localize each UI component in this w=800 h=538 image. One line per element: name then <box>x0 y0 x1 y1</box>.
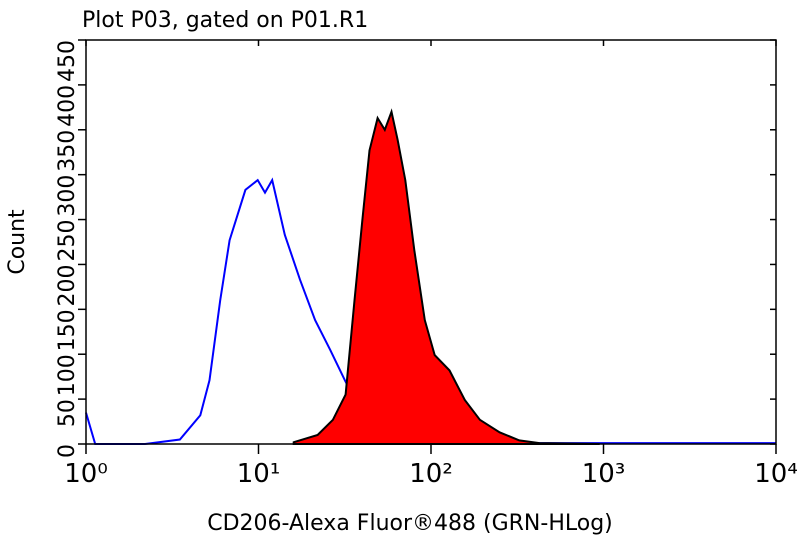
x-axis-label: CD206-Alexa Fluor®488 (GRN-HLog) <box>207 511 613 536</box>
y-tick-label: 350 <box>55 130 80 172</box>
y-tick-label: 400 <box>55 85 80 127</box>
chart-title: Plot P03, gated on P01.R1 <box>82 8 368 33</box>
y-tick-label: 300 <box>55 175 80 217</box>
y-tick-label: 150 <box>55 309 80 351</box>
x-tick-label: 10³ <box>582 459 626 489</box>
x-tick-label: 10¹ <box>237 459 281 489</box>
y-tick-label: 250 <box>55 220 80 262</box>
x-tick-label: 10⁰ <box>64 459 108 489</box>
x-tick-label: 10² <box>409 459 453 489</box>
y-tick-label: 200 <box>55 264 80 306</box>
y-tick-label: 0 <box>55 444 80 458</box>
y-tick-label: 450 <box>55 40 80 82</box>
y-tick-label: 100 <box>55 354 80 396</box>
y-axis-label: Count <box>5 209 30 275</box>
x-tick-label: 10⁴ <box>754 459 798 489</box>
y-tick-label: 50 <box>55 399 80 427</box>
filled-histogram <box>292 108 600 445</box>
